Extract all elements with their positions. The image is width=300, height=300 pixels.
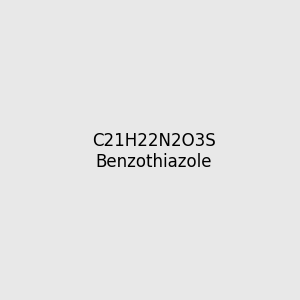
Text: C21H22N2O3S
Benzothiazole: C21H22N2O3S Benzothiazole <box>92 132 216 171</box>
